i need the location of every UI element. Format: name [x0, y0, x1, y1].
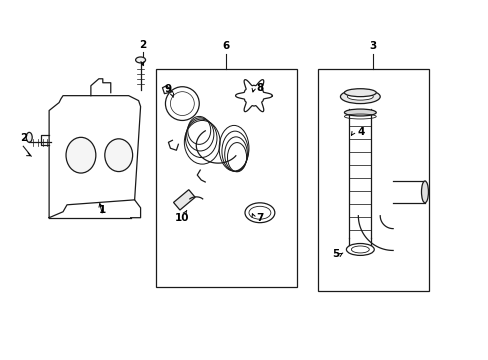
Circle shape	[165, 87, 199, 121]
Ellipse shape	[135, 57, 145, 63]
Ellipse shape	[344, 89, 375, 96]
Text: 10: 10	[175, 213, 189, 223]
Text: 8: 8	[256, 83, 263, 93]
Text: 2: 2	[139, 40, 146, 50]
Text: 6: 6	[222, 41, 229, 51]
Circle shape	[170, 92, 194, 116]
Ellipse shape	[104, 139, 132, 172]
Text: 1: 1	[99, 205, 106, 215]
Ellipse shape	[421, 181, 427, 203]
Text: 9: 9	[164, 84, 172, 94]
Ellipse shape	[346, 243, 373, 255]
Bar	[317, 69, 428, 291]
Ellipse shape	[344, 109, 375, 116]
Text: 5: 5	[331, 249, 338, 260]
Ellipse shape	[346, 93, 372, 100]
Bar	[173, 190, 195, 210]
Ellipse shape	[351, 246, 368, 253]
Ellipse shape	[340, 90, 380, 104]
Ellipse shape	[244, 203, 274, 223]
Text: 3: 3	[369, 41, 376, 51]
Bar	[155, 69, 296, 287]
Ellipse shape	[248, 206, 270, 219]
Ellipse shape	[66, 137, 96, 173]
Text: 4: 4	[357, 127, 364, 138]
Text: 2: 2	[20, 133, 27, 143]
Ellipse shape	[26, 132, 32, 142]
Text: 7: 7	[256, 213, 263, 223]
